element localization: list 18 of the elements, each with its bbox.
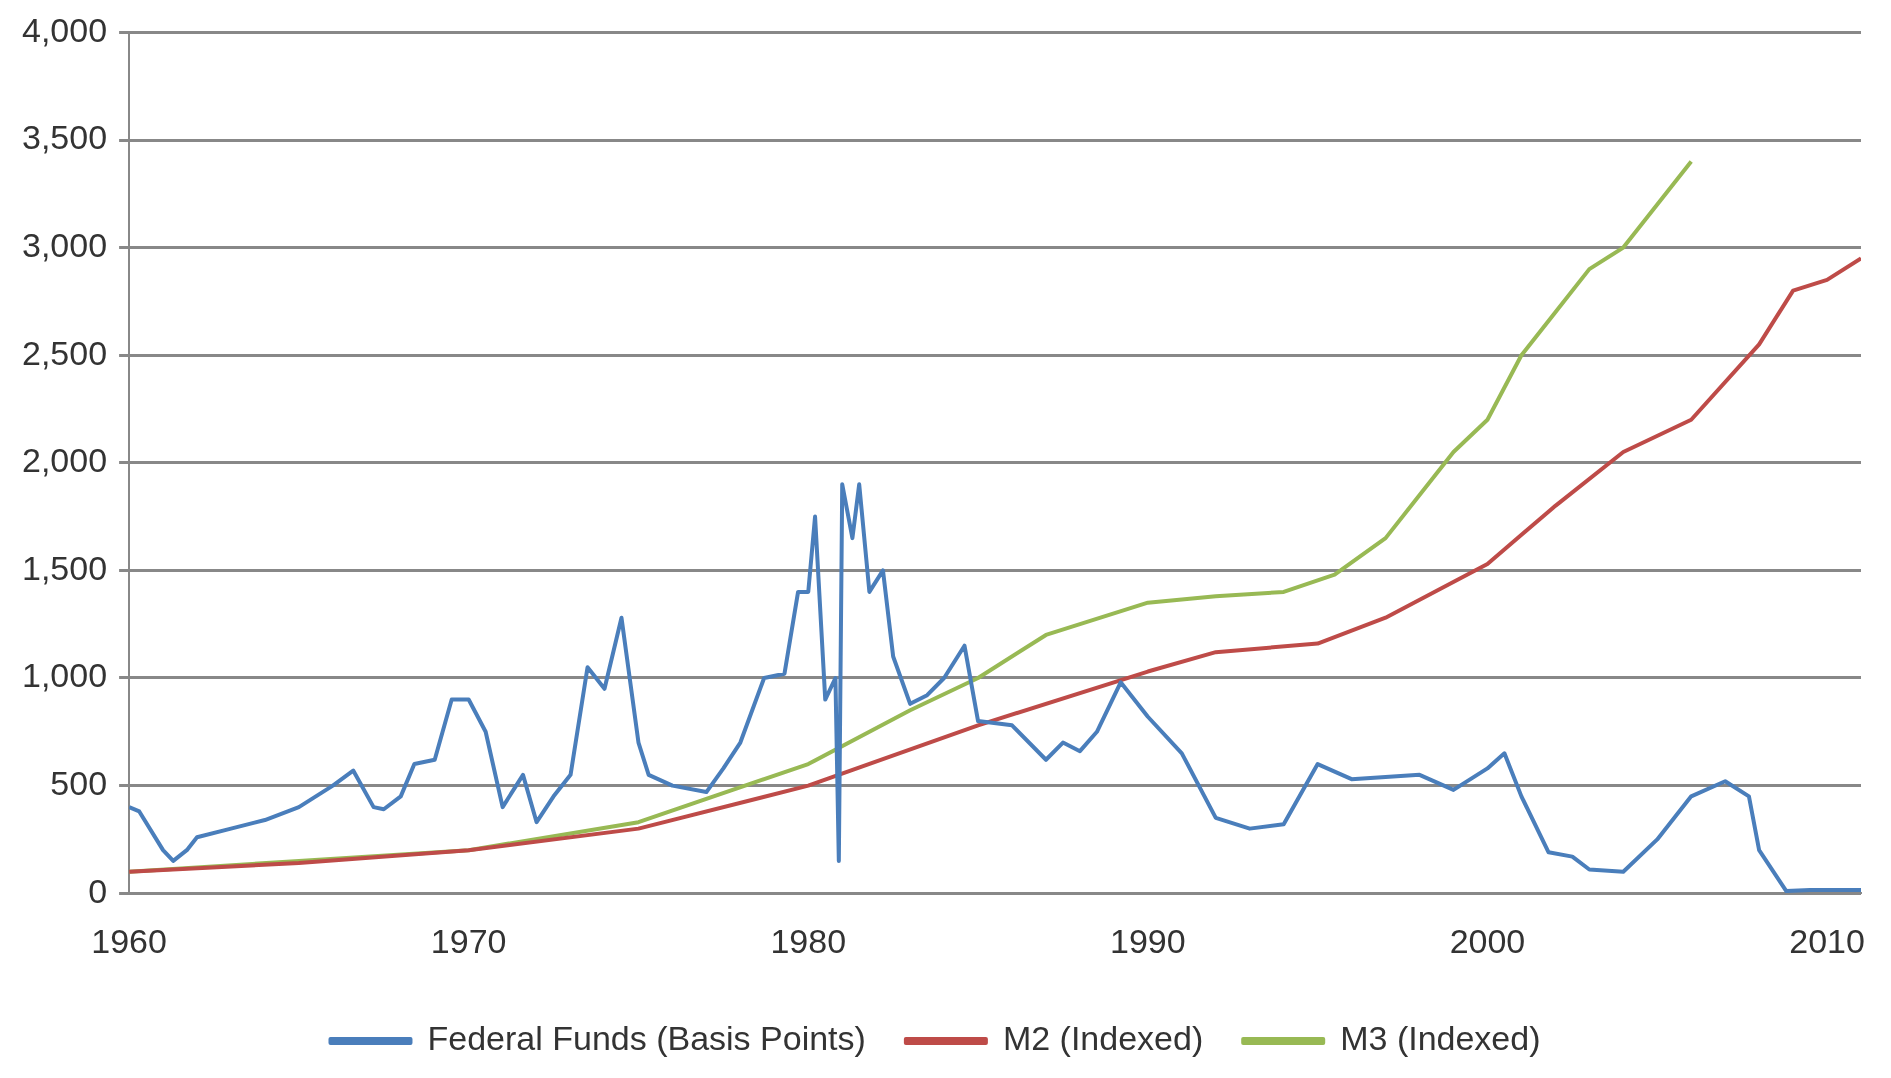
x-tick-label: 1990 xyxy=(1110,921,1186,960)
x-tick-label: 1960 xyxy=(91,921,167,960)
y-tick-label: 3,000 xyxy=(21,225,108,264)
y-tick-label: 0 xyxy=(88,871,108,910)
y-tick-label: 1,500 xyxy=(21,548,108,587)
y-tick-label: 2,000 xyxy=(21,441,108,480)
y-tick-label: 1,000 xyxy=(21,656,108,695)
x-tick-label: 1980 xyxy=(770,921,847,960)
y-tick-label: 3,500 xyxy=(21,118,108,157)
y-tick-label: 4,000 xyxy=(21,10,108,49)
y-tick-label: 2,500 xyxy=(21,333,108,372)
legend-label: Federal Funds (Basis Points) xyxy=(427,1019,866,1058)
x-tick-label: 2000 xyxy=(1449,921,1526,960)
y-tick-label: 500 xyxy=(50,763,108,802)
legend-label: M2 (Indexed) xyxy=(1002,1019,1204,1058)
legend-label: M3 (Indexed) xyxy=(1340,1019,1541,1058)
x-tick-label: 1970 xyxy=(430,921,507,960)
x-tick-label: 2010 xyxy=(1789,921,1865,960)
